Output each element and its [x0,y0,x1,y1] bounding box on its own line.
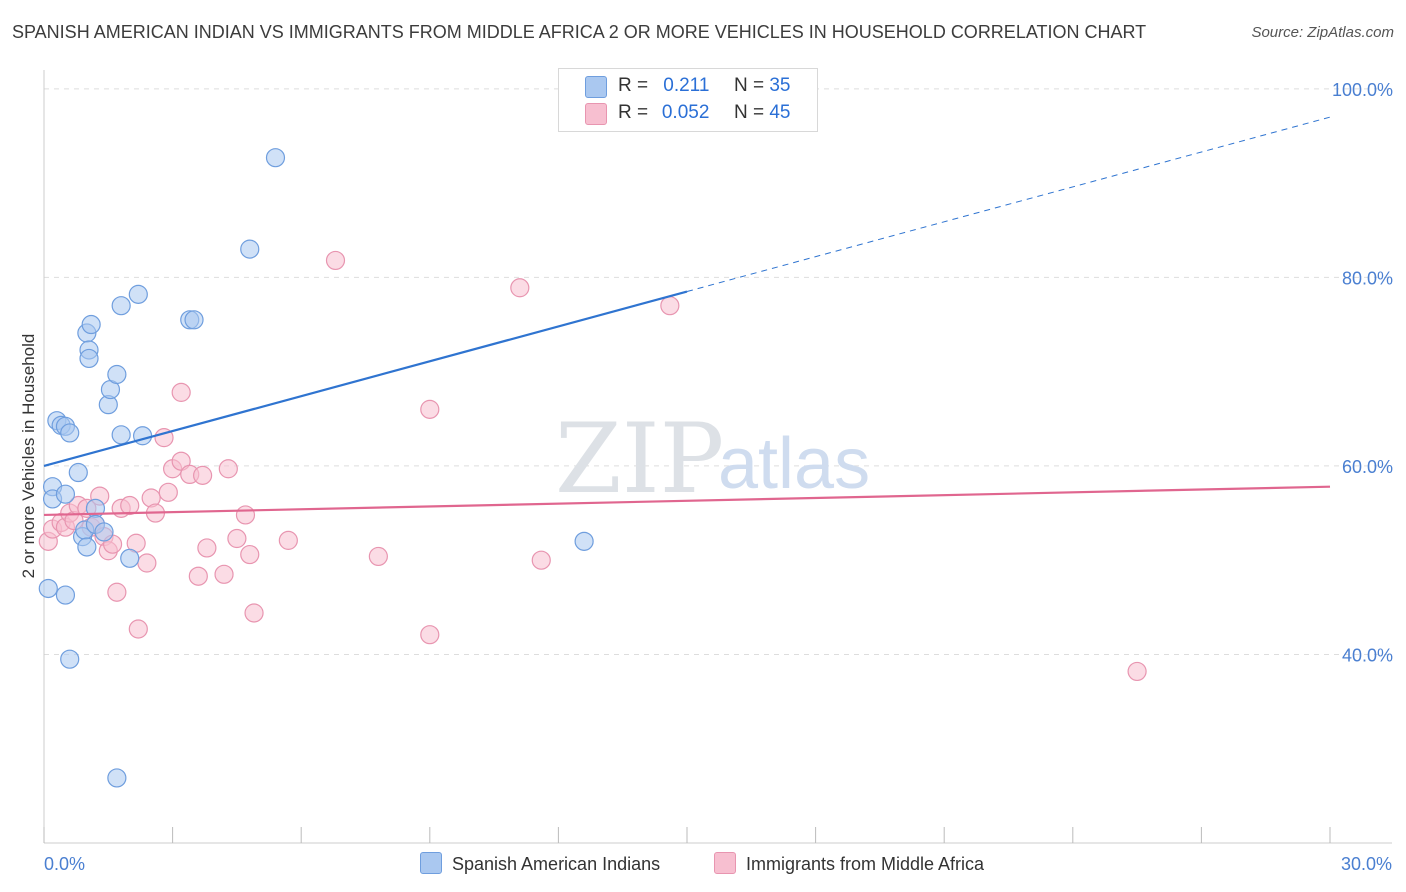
blue-point-23 [107,364,127,385]
blue-point-29 [132,426,153,446]
blue-point-34 [574,531,594,551]
pink-point-31 [214,564,234,584]
blue-point-13 [77,537,97,557]
bottom-legend-label-blue: Spanish American Indians [452,854,661,874]
blue-point-33 [265,148,286,168]
pink-point-42 [510,278,530,298]
axes [43,70,1392,844]
legend-n-label-pink: N = [733,102,765,123]
y-tick-label-60: 60.0% [1342,457,1393,477]
pink-point-29 [193,465,213,485]
legend-swatch-pink [585,103,607,125]
y-tick-label-100: 100.0% [1332,80,1393,100]
chart-title: SPANISH AMERICAN INDIAN VS IMMIGRANTS FR… [12,22,1147,42]
pink-point-18 [128,619,148,639]
y-tick-label-40: 40.0% [1342,645,1393,665]
blue-point-10 [68,462,88,483]
blue-point-32 [240,239,260,259]
watermark-atlas: atlas [718,424,870,504]
bottom-legend-blue: Spanish American Indians [420,852,660,875]
blue-point-24 [107,768,127,788]
legend-n-value-pink: 45 [769,102,791,123]
blue-point-9 [60,423,80,443]
legend-r-value-blue: 0.211 [663,75,710,96]
watermark-zip: ZIP [555,403,724,515]
pink-point-36 [244,603,264,623]
trend-lines [43,116,1331,517]
y-tick-labels: 40.0% 60.0% 80.0% 100.0% [1332,80,1393,666]
blue-point-31 [184,310,204,330]
pink-point-37 [278,530,298,550]
legend-r-label-pink: R = [618,102,649,123]
pink-point-16 [120,495,140,516]
pink-point-34 [235,505,256,525]
bottom-legend-swatch-pink [714,852,736,874]
gridlines [44,88,1392,655]
series-spanish-american-indians [38,148,594,788]
pink-point-23 [158,482,178,502]
correlation-legend: R = 0.211 N = 35 R = 0.052 N = 45 [558,68,818,132]
legend-r-value-pink: 0.052 [661,102,710,123]
pink-point-28 [188,566,208,586]
blue-point-17 [81,314,101,335]
blue-point-27 [120,548,140,568]
blue-point-16 [79,348,99,369]
pink-point-32 [218,459,238,479]
legend-n-label-blue: N = [733,75,765,96]
bottom-legend-swatch-blue [420,852,442,874]
pink-point-38 [325,250,346,271]
pink-point-41 [420,625,440,645]
blue-point-6 [55,484,76,504]
pink-point-19 [137,553,157,573]
blue-point-8 [60,649,80,669]
pink-point-39 [368,546,388,567]
legend-text-blue: R = 0.211 N = 35 [618,75,790,97]
pink-point-44 [660,296,680,316]
blue-point-26 [111,425,131,445]
blue-point-25 [111,296,131,316]
y-tick-label-80: 80.0% [1342,268,1393,288]
blue-point-20 [94,522,114,542]
blue-point-7 [55,585,76,605]
pink-point-30 [197,538,217,558]
pink-point-43 [531,550,551,570]
x-tick-label-min: 0.0% [44,854,85,874]
x-tick-label-max: 30.0% [1341,854,1392,874]
y-axis-label: 2 or more Vehicles in Household [19,334,38,579]
pink-point-45 [1127,661,1147,682]
blue-point-28 [128,284,148,304]
blue-trend-extension [686,116,1331,293]
blue-trend-line [43,290,688,467]
legend-swatch-blue [585,76,607,98]
pink-trend-line [43,485,1331,517]
source-label: Source: ZipAtlas.com [1251,24,1394,41]
pink-point-33 [227,528,247,549]
blue-point-0 [38,578,58,599]
bottom-legend-label-pink: Immigrants from Middle Africa [746,854,985,874]
legend-n-value-blue: 35 [769,75,791,96]
pink-point-35 [240,544,260,565]
bottom-legend-pink: Immigrants from Middle Africa [714,852,984,875]
legend-r-label-blue: R = [618,75,649,96]
pink-point-14 [107,582,127,602]
pink-point-26 [171,382,191,402]
pink-point-40 [420,399,440,419]
legend-text-pink: R = 0.052 N = 45 [618,102,790,124]
